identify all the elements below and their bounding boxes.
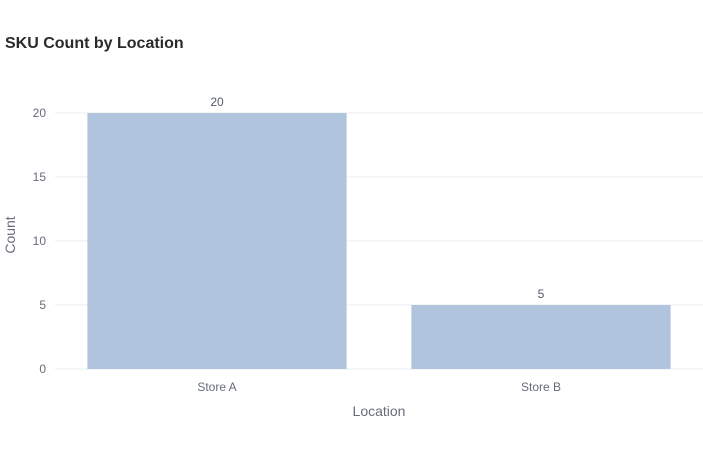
x-axis-title: Location bbox=[353, 403, 406, 419]
y-tick-label: 10 bbox=[33, 234, 47, 248]
x-tick-label: Store B bbox=[521, 380, 561, 394]
bar-value-label: 5 bbox=[538, 287, 545, 301]
y-axis-ticks: 0 5 10 15 20 bbox=[33, 106, 47, 376]
bar-value-label: 20 bbox=[210, 95, 224, 109]
y-tick-label: 20 bbox=[33, 106, 47, 120]
data-labels: 20 5 bbox=[210, 95, 544, 301]
y-tick-label: 0 bbox=[39, 362, 46, 376]
x-axis-ticks: Store A Store B bbox=[197, 380, 561, 394]
x-tick-label: Store A bbox=[197, 380, 236, 394]
bars bbox=[87, 113, 671, 369]
y-tick-label: 15 bbox=[33, 170, 47, 184]
chart-title: SKU Count by Location bbox=[5, 35, 184, 52]
y-tick-label: 5 bbox=[39, 298, 46, 312]
bar-store-a bbox=[87, 113, 347, 369]
bar-store-b bbox=[411, 305, 671, 369]
y-axis-title: Count bbox=[2, 216, 18, 253]
